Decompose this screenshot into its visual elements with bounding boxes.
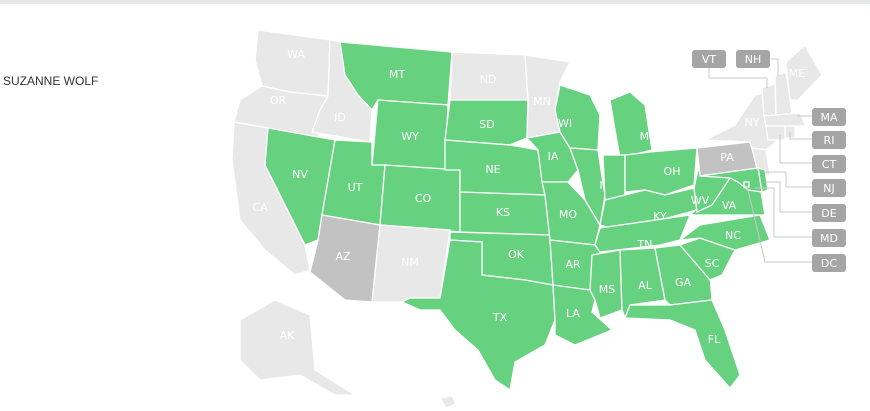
callout-leader-line [779, 135, 812, 164]
state-ct[interactable] [765, 125, 786, 141]
callout-box-md[interactable] [812, 229, 846, 247]
callout-box-de[interactable] [812, 204, 846, 222]
callout-leader-line [765, 171, 812, 188]
state-co[interactable] [379, 164, 461, 233]
callout-box-ri[interactable] [812, 131, 846, 149]
callout-leader-line [766, 181, 812, 213]
state-ne[interactable] [444, 139, 546, 196]
callout-box-ma[interactable] [812, 108, 846, 126]
callout-box-ct[interactable] [812, 155, 846, 173]
callout-leader-line [708, 65, 768, 88]
state-sc[interactable] [678, 237, 736, 281]
state-wy[interactable] [371, 99, 449, 171]
state-sd[interactable] [444, 99, 529, 146]
state-nm[interactable] [371, 224, 451, 303]
callout-box-nh[interactable] [736, 50, 770, 68]
state-vt[interactable] [761, 83, 777, 117]
state-fl[interactable] [624, 299, 741, 390]
user-name: SUZANNE WOLF [3, 74, 99, 88]
state-me[interactable] [785, 43, 823, 101]
state-tx[interactable] [400, 239, 556, 392]
state-dc[interactable] [743, 181, 750, 188]
state-ak[interactable] [239, 299, 358, 396]
state-ms[interactable] [589, 249, 623, 319]
state-nc[interactable] [677, 214, 771, 251]
callout-leader-line [746, 185, 812, 263]
callout-box-dc[interactable] [812, 254, 846, 272]
state-ks[interactable] [459, 191, 551, 236]
state-az[interactable] [309, 214, 381, 303]
callout-box-vt[interactable] [692, 50, 726, 68]
callout-leader-line [789, 132, 812, 140]
callout-leader-line [771, 58, 779, 76]
state-hi[interactable] [438, 395, 457, 409]
callout-box-nj[interactable] [812, 179, 846, 197]
callout-leader-line [755, 187, 812, 238]
state-in[interactable] [602, 154, 626, 201]
state-mi[interactable] [609, 91, 653, 159]
state-oh[interactable] [624, 147, 698, 196]
state-nd[interactable] [449, 51, 529, 101]
state-ma[interactable] [763, 112, 808, 127]
top-bar [0, 0, 870, 4]
state-wa[interactable] [254, 29, 331, 97]
